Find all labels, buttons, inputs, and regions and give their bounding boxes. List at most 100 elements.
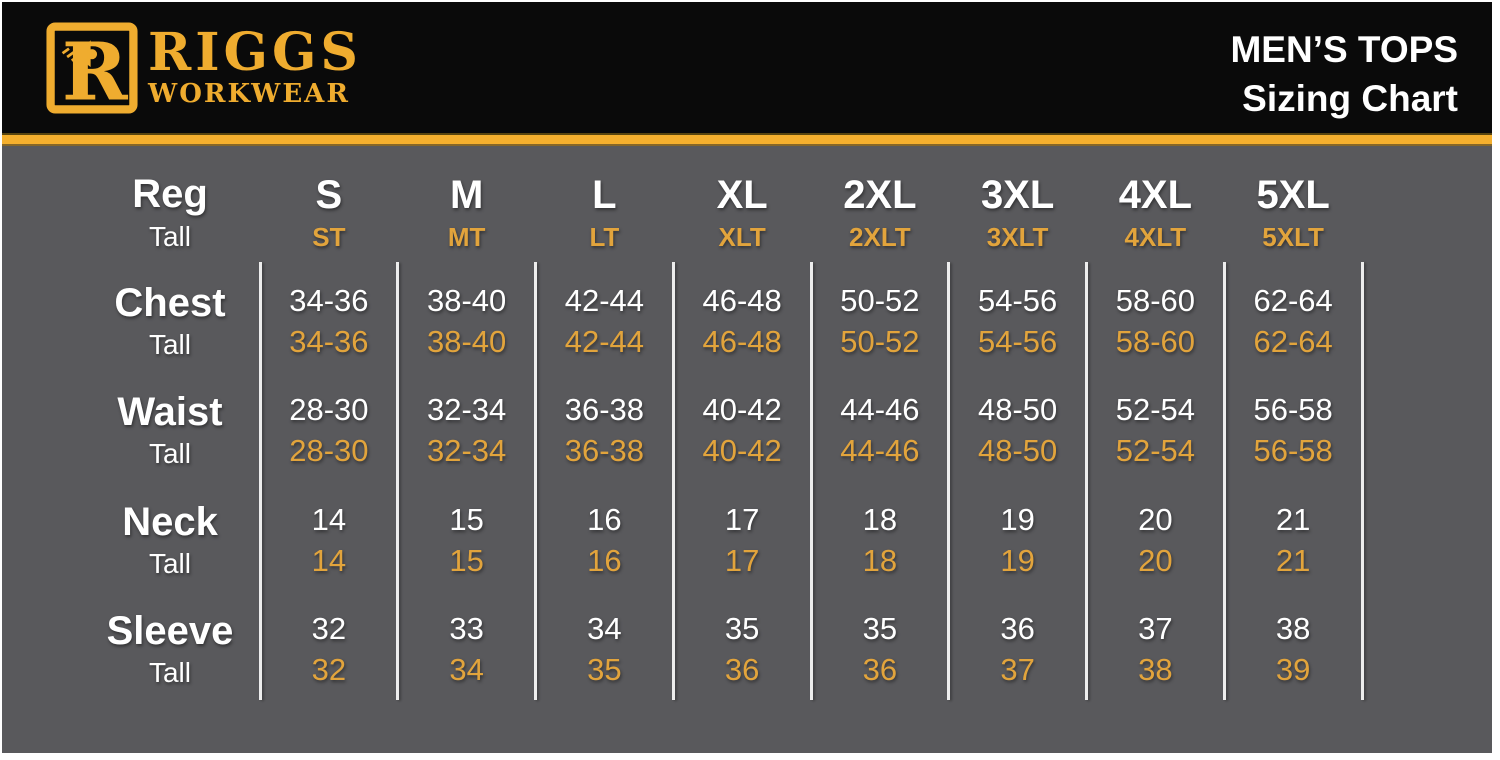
size-label-tall: 3XLT	[986, 221, 1049, 252]
size-label-regular: 2XL	[843, 172, 917, 217]
page-title-line2: Sizing Chart	[1242, 77, 1458, 119]
measurement-row: Sleeve Tall 32 32 33 34 34 35 35 36 35 36 36 37 37 38 38…	[2, 591, 1492, 701]
table-body: Reg Tall S ST M MT L LT XL XLT 2XL 2XLT 3XL 3XLT 4XL 4X…	[2, 146, 1492, 753]
measurement-value-reg: 32	[311, 611, 347, 647]
measurement-value-cell: 36 37	[949, 599, 1087, 701]
measurement-value-reg: 33	[449, 611, 484, 647]
page-title: MEN’S TOPS Sizing Chart	[1230, 26, 1458, 122]
measurement-value-tall: 39	[1275, 652, 1311, 688]
size-label-tall: 5XLT	[1262, 221, 1324, 252]
measurement-value-reg: 18	[862, 501, 898, 537]
measurement-value-tall: 46-48	[702, 323, 782, 359]
row-filler-cell	[1362, 380, 1492, 482]
measurement-value-tall: 32	[311, 652, 347, 688]
measurement-value-cell: 58-60 58-60	[1087, 270, 1225, 372]
measurement-label: Waist	[117, 390, 223, 435]
measurement-value-tall: 34-36	[289, 323, 369, 359]
measurement-value-cell: 18 18	[811, 489, 949, 591]
measurement-value-tall: 62-64	[1253, 323, 1333, 359]
size-column-header: 5XL 5XLT	[1224, 166, 1362, 258]
measurement-value-tall: 36	[862, 652, 898, 688]
size-column-header: XL XLT	[673, 166, 811, 258]
measurement-value-tall: 20	[1138, 542, 1173, 578]
measurement-value-reg: 44-46	[840, 392, 920, 428]
measurement-value-reg: 56-58	[1253, 392, 1333, 428]
measurement-value-tall: 36	[724, 652, 760, 688]
size-column-header: 4XL 4XLT	[1087, 166, 1225, 258]
measurement-value-cell: 36-38 36-38	[536, 380, 674, 482]
size-label-regular: S	[315, 172, 343, 217]
measurement-value-tall: 48-50	[977, 433, 1058, 469]
measurement-value-reg: 42-44	[564, 282, 645, 318]
size-header-row: Reg Tall S ST M MT L LT XL XLT 2XL 2XLT 3XL 3XLT 4XL 4X…	[2, 166, 1492, 258]
page-title-line1: MEN’S TOPS	[1230, 29, 1458, 71]
measurement-value-reg: 40-42	[702, 392, 782, 428]
measurement-value-reg: 35	[724, 611, 760, 647]
measurement-value-reg: 28-30	[289, 392, 369, 428]
measurement-value-tall: 37	[1000, 652, 1035, 688]
measurement-value-reg: 52-54	[1115, 392, 1196, 428]
measurement-value-cell: 46-48 46-48	[673, 270, 811, 372]
size-label-regular: 5XL	[1256, 172, 1330, 217]
measurement-label-cell: Neck Tall	[2, 489, 260, 591]
size-label-tall: MT	[447, 221, 486, 252]
header-filler-cell	[1362, 166, 1492, 258]
measurement-value-reg: 46-48	[702, 282, 782, 318]
measurement-value-tall: 17	[724, 542, 760, 578]
measurement-value-reg: 38-40	[426, 282, 507, 318]
measurement-value-reg: 36-38	[564, 392, 645, 428]
measurement-value-cell: 19 19	[949, 489, 1087, 591]
row-filler-cell	[1362, 270, 1492, 372]
measurement-value-tall: 35	[587, 652, 622, 688]
size-label-tall: 2XLT	[849, 221, 911, 252]
measurement-label: Chest	[114, 280, 226, 325]
measurement-value-tall: 56-58	[1253, 433, 1333, 469]
header-bar: R RIGGS WORKWEAR MEN’S TOPS Sizing C	[2, 2, 1492, 133]
size-label-regular: XL	[716, 172, 768, 217]
measurement-value-reg: 38	[1275, 611, 1311, 647]
measurement-value-reg: 35	[862, 611, 898, 647]
measurement-value-cell: 14 14	[260, 489, 398, 591]
measurement-value-cell: 15 15	[398, 489, 536, 591]
brand-wordmark: RIGGS WORKWEAR	[148, 21, 362, 109]
measurement-value-reg: 17	[724, 501, 760, 537]
size-label-tall: LT	[589, 221, 620, 252]
measurement-value-tall: 40-42	[702, 433, 782, 469]
brand-name: RIGGS	[148, 21, 362, 83]
measurement-value-tall: 16	[587, 542, 622, 578]
measurement-value-tall: 50-52	[840, 323, 920, 359]
measurement-value-reg: 34	[587, 611, 622, 647]
measurement-value-reg: 58-60	[1115, 282, 1196, 318]
measurement-value-cell: 20 20	[1087, 489, 1225, 591]
size-label-regular: M	[449, 172, 484, 217]
row-filler-cell	[1362, 489, 1492, 591]
measurement-label: Sleeve	[106, 609, 234, 654]
measurement-value-cell: 21 21	[1224, 489, 1362, 591]
measurement-tall-label: Tall	[148, 438, 191, 470]
measurement-value-cell: 40-42 40-42	[673, 380, 811, 482]
measurement-tall-label: Tall	[148, 328, 191, 360]
measurement-value-tall: 15	[449, 542, 484, 578]
measurement-value-reg: 36	[1000, 611, 1035, 647]
brand-subname: WORKWEAR	[148, 78, 350, 109]
riggs-logo-mark-icon: R	[46, 21, 138, 114]
measurement-value-tall: 32-34	[426, 433, 507, 469]
size-label-tall: 4XLT	[1124, 221, 1187, 252]
size-column-header: S ST	[260, 166, 398, 258]
size-column-header: L LT	[536, 166, 674, 258]
measurement-value-cell: 35 36	[673, 599, 811, 701]
size-column-header: M MT	[398, 166, 536, 258]
row-header-cell: Reg Tall	[2, 166, 260, 258]
measurement-value-cell: 62-64 62-64	[1224, 270, 1362, 372]
measurement-tall-label: Tall	[148, 657, 191, 689]
measurement-value-tall: 58-60	[1115, 323, 1196, 359]
measurement-value-cell: 32 32	[260, 599, 398, 701]
measurement-value-cell: 54-56 54-56	[949, 270, 1087, 372]
measurement-value-tall: 54-56	[977, 323, 1058, 359]
measurement-value-cell: 38 39	[1224, 599, 1362, 701]
measurement-value-reg: 50-52	[840, 282, 920, 318]
measurement-value-tall: 42-44	[564, 323, 645, 359]
row-header-reg-label: Reg	[132, 171, 208, 216]
measurement-value-tall: 36-38	[564, 433, 645, 469]
measurement-value-tall: 18	[862, 542, 898, 578]
